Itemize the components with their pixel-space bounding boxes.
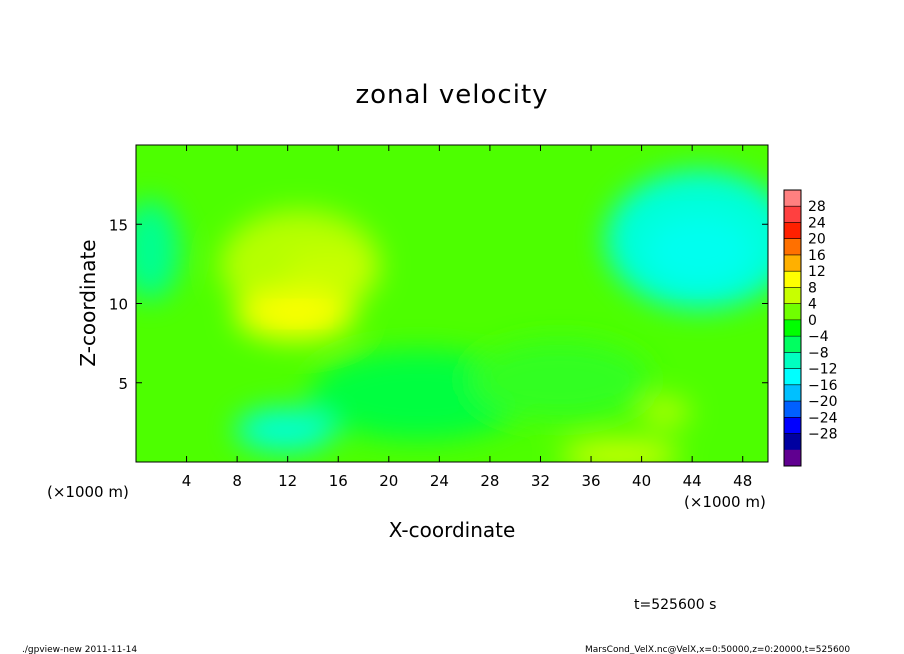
colorbar-segment — [784, 254, 801, 272]
x-tick-label: 16 — [329, 472, 348, 490]
colorbar-segment — [784, 319, 801, 337]
blob-small-yellowgreen — [640, 398, 690, 426]
y-tick-label: 15 — [109, 216, 128, 234]
x-unit-label-left: (×1000 m) — [47, 483, 129, 501]
colorbar-label: −24 — [808, 410, 838, 426]
blob-cyan-lower — [235, 408, 335, 452]
colorbar-segment — [784, 417, 801, 435]
colorbar-segment — [784, 401, 801, 418]
x-axis-label: X-coordinate — [389, 518, 516, 542]
y-axis-ticks: 5 10 15 — [109, 216, 768, 393]
blob-cyan-peak — [645, 215, 755, 285]
x-tick-label: 44 — [683, 472, 702, 490]
colorbar-segment — [784, 336, 801, 353]
x-tick-label: 24 — [430, 472, 449, 490]
colorbar-frame — [783, 189, 802, 467]
x-tick-label: 20 — [379, 472, 398, 490]
colorbar-label: 4 — [808, 297, 817, 313]
chart-title: zonal velocity — [355, 80, 548, 110]
colorbar-label: −20 — [808, 394, 838, 410]
x-tick-label: 32 — [531, 472, 550, 490]
x-tick-label: 36 — [581, 472, 600, 490]
colorbar-segment — [784, 303, 801, 321]
colorbar-label: 28 — [808, 199, 826, 215]
colorbar-segment — [784, 368, 801, 386]
colorbar-label: 8 — [808, 280, 817, 296]
colorbar-segment — [784, 238, 801, 256]
colorbar-segment — [784, 190, 801, 207]
colorbar-segment — [784, 206, 801, 223]
x-tick-label: 28 — [480, 472, 499, 490]
x-tick-label: 8 — [232, 472, 242, 490]
colorbar-segment — [784, 222, 801, 240]
colorbar-label: 24 — [808, 215, 826, 231]
colorbar-label: −12 — [808, 362, 838, 378]
colorbar-segment — [784, 271, 801, 288]
y-tick-label: 10 — [109, 296, 128, 314]
x-tick-label: 12 — [278, 472, 297, 490]
heatmap-field — [136, 145, 768, 462]
blob-center-peak — [271, 303, 323, 325]
colorbar-label: 12 — [808, 264, 826, 280]
blob-ridge-yellowgreen — [285, 248, 375, 292]
blob-left-teal — [136, 200, 180, 300]
colorbar-segment — [784, 433, 801, 451]
colorbar-label: 0 — [808, 313, 817, 329]
colorbar-segment — [784, 384, 801, 402]
colorbar-label: 16 — [808, 248, 826, 264]
x-tick-label: 48 — [733, 472, 752, 490]
colorbar-label: −4 — [808, 329, 829, 345]
colorbar-label: −8 — [808, 345, 829, 361]
colorbar-segment — [784, 449, 801, 467]
blob-bottom-yellow — [560, 441, 680, 462]
time-label: t=525600 s — [634, 597, 716, 613]
x-axis-ticks: 4 8 12 16 20 24 28 32 36 40 44 48 — [182, 145, 752, 490]
y-axis-label: Z-coordinate — [76, 239, 100, 366]
footer-left: ./gpview-new 2011-11-14 — [22, 645, 137, 654]
colorbar-label: −28 — [808, 427, 838, 443]
x-tick-label: 40 — [632, 472, 651, 490]
blob-lower-right-green — [470, 340, 650, 420]
colorbar-label: −16 — [808, 378, 838, 394]
colorbar-label: 20 — [808, 232, 826, 248]
colorbar-segment — [784, 352, 801, 370]
x-tick-label: 4 — [182, 472, 192, 490]
footer-right: MarsCond_VelX.nc@VelX,x=0:50000,z=0:2000… — [585, 645, 850, 654]
colorbar-segment — [784, 287, 801, 305]
x-unit-label-right: (×1000 m) — [684, 493, 766, 511]
y-tick-label: 5 — [118, 375, 128, 393]
